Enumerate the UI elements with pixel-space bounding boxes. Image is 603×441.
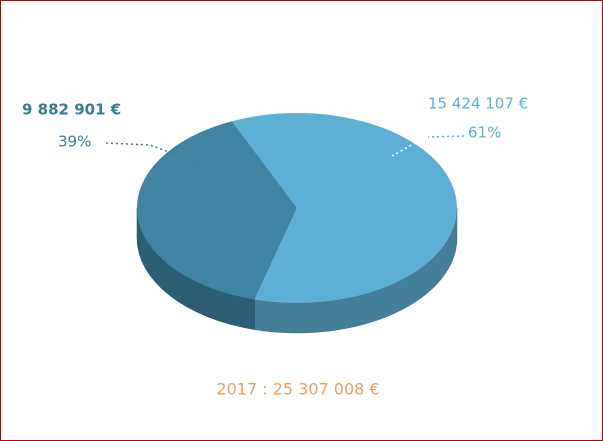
leader-line — [427, 135, 465, 138]
pie — [136, 112, 458, 334]
slice — [231, 112, 457, 303]
slice-percent-label: 61% — [468, 124, 501, 142]
slice-value-label: 9 882 901 € — [22, 101, 121, 119]
slice-percent-label: 39% — [58, 133, 91, 151]
slice-value-label: 15 424 107 € — [428, 95, 528, 113]
slice — [136, 121, 297, 300]
leader-line — [105, 142, 223, 173]
caption: 2017 : 25 307 008 € — [216, 380, 379, 399]
